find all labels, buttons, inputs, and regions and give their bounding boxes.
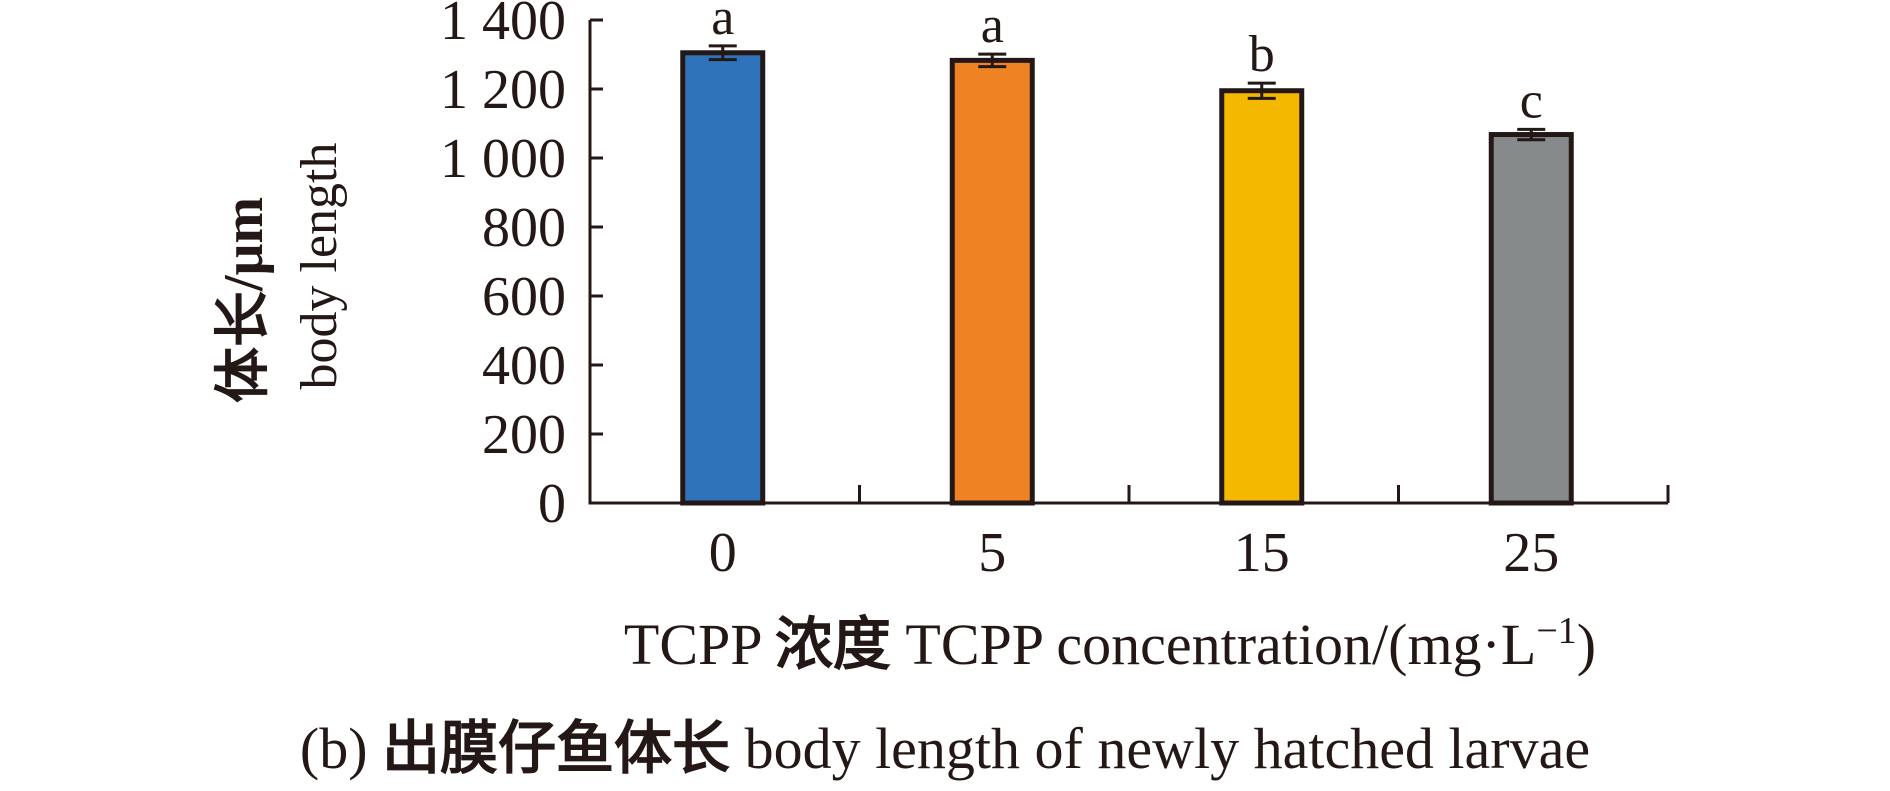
y-tick-label: 400 (482, 335, 566, 397)
significance-labels-layer: a a b c (711, 0, 1543, 129)
y-tick-label: 1 000 (440, 128, 566, 190)
significance-label-15: b (1249, 26, 1275, 83)
error-bar-15 (1247, 81, 1276, 100)
error-bars-layer (708, 44, 1546, 142)
error-bar-25 (1517, 127, 1546, 142)
x-tick-label-0: 0 (709, 522, 737, 584)
x-axis-label-chinese: 浓度 (775, 612, 891, 677)
x-tick-label-5: 5 (978, 522, 1006, 584)
error-bar-5 (978, 52, 1007, 69)
y-tick-label: 800 (482, 197, 566, 259)
bar-15 (1219, 88, 1305, 506)
y-tick-label: 200 (482, 404, 566, 466)
y-ticks-layer: 0 200 400 600 800 1 000 1 200 1 400 (440, 0, 603, 535)
y-tick-label: 1 400 (440, 0, 566, 52)
bars-layer (680, 50, 1574, 506)
significance-label-0: a (711, 0, 734, 46)
x-ticks-layer: 0 5 15 25 (709, 485, 1670, 584)
x-axis-label-suffix: ) (1577, 612, 1596, 677)
caption-english: body length of newly hatched larvae (730, 716, 1590, 781)
x-tick-label-15: 15 (1234, 522, 1290, 584)
bar-5 (949, 57, 1035, 506)
x-axis-label: TCPP 浓度 TCPP concentration/(mg·L−1) (624, 610, 1596, 677)
y-axis-label-english: body length (291, 143, 348, 390)
significance-label-5: a (981, 0, 1004, 54)
y-tick-label: 1 200 (440, 59, 566, 121)
x-axis-label-superscript: −1 (1536, 610, 1576, 652)
significance-label-25: c (1520, 72, 1543, 129)
bar-0 (680, 50, 766, 506)
error-bar-0 (708, 44, 737, 62)
y-axis-label-chinese: 体长/μm (213, 197, 275, 403)
x-axis-label-prefix: TCPP (624, 612, 775, 677)
y-tick-label: 0 (538, 473, 566, 535)
x-axis-label-english: TCPP concentration/(mg·L (891, 612, 1536, 677)
caption-prefix: (b) (300, 716, 382, 781)
y-tick-label: 600 (482, 266, 566, 328)
figure-caption: (b) 出膜仔鱼体长 body length of newly hatched … (300, 716, 1590, 781)
bar-25 (1488, 132, 1574, 506)
x-tick-label-25: 25 (1503, 522, 1559, 584)
caption-chinese: 出膜仔鱼体长 (382, 716, 730, 781)
